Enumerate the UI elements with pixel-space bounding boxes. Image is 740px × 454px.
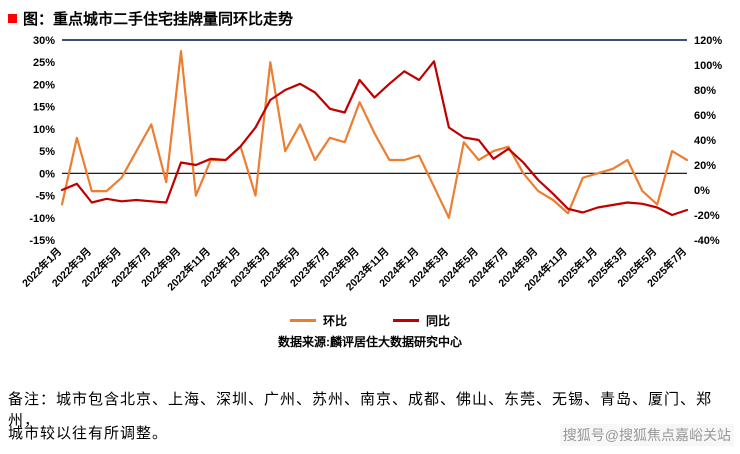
left-axis-tick-label: 15% <box>33 102 55 114</box>
chart-title-row: 图：重点城市二手住宅挂牌量同环比走势 <box>8 8 293 29</box>
data-source: 数据来源:麟评居住大数据研究中心 <box>278 335 462 349</box>
left-axis-tick-label: 20% <box>33 79 55 91</box>
legend-label-yoy: 同比 <box>426 314 451 328</box>
left-axis-tick-label: 30% <box>33 35 55 47</box>
right-axis-tick-label: 120% <box>694 35 722 47</box>
left-axis-tick-label: 25% <box>33 57 55 69</box>
left-axis-tick-label: -5% <box>35 191 55 203</box>
left-axis-tick-label: 5% <box>39 146 55 158</box>
left-axis-tick-label: -15% <box>29 235 55 247</box>
page-title: 图：重点城市二手住宅挂牌量同环比走势 <box>23 11 294 28</box>
left-axis-tick-label: 0% <box>39 168 55 180</box>
line-chart: -15% -10% -5% 0% 5% 10% 15% 20% 25% 30% -40% -20% 0%… <box>19 35 722 293</box>
legend-item-yoy: 同比 <box>393 312 450 329</box>
legend-item-mom: 环比 <box>289 312 347 329</box>
right-axis-tick-label: 80% <box>694 85 716 97</box>
note-line-2: 城市较以往有所调整。 <box>8 426 169 442</box>
left-axis-tick-label: -10% <box>29 213 55 225</box>
note-line-1: 备注：城市包含北京、上海、深圳、广州、苏州、南京、成都、佛山、东莞、无锡、青岛、… <box>8 392 713 429</box>
right-axis-tick-label: 100% <box>694 60 722 72</box>
legend-label-mom: 环比 <box>322 314 347 328</box>
right-axis-tick-label: 0% <box>694 185 710 197</box>
mom-line-swatch <box>289 319 316 322</box>
right-axis-tick-label: 20% <box>694 160 716 172</box>
yoy-line-swatch <box>393 319 419 322</box>
title-bullet-icon <box>8 14 17 23</box>
left-axis-tick-label: 10% <box>33 124 55 136</box>
yoy-series-line <box>60 60 689 217</box>
right-axis-tick-label: 40% <box>694 135 716 147</box>
right-axis-tick-label: -20% <box>694 210 720 222</box>
watermark: 搜狐号@搜狐焦点嘉峪关站 <box>559 424 734 446</box>
right-axis-tick-label: -40% <box>694 235 720 247</box>
right-axis-tick-label: 60% <box>694 110 716 122</box>
legend: 环比 同比 <box>0 312 740 329</box>
mom-series-line <box>60 50 689 219</box>
